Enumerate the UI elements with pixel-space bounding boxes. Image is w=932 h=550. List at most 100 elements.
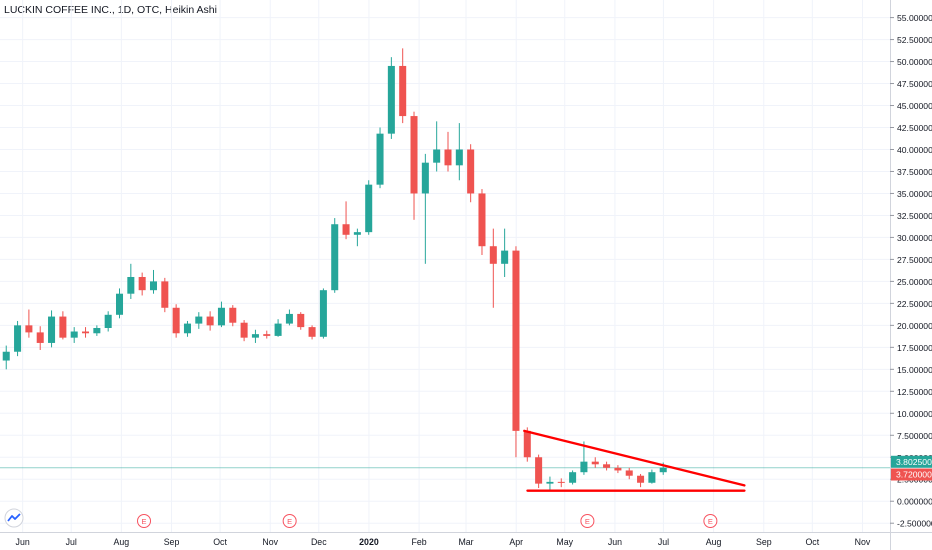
x-tick-label: Oct bbox=[213, 537, 227, 547]
earnings-marker-icon[interactable] bbox=[703, 514, 718, 528]
candle-body bbox=[70, 331, 78, 338]
candles-layer bbox=[2, 48, 667, 490]
candle-body bbox=[138, 276, 146, 291]
x-tick-label: Sep bbox=[164, 537, 180, 547]
x-tick-label: Jul bbox=[658, 537, 669, 547]
candle-body bbox=[523, 430, 531, 458]
y-tick-label: 55.000000 bbox=[897, 13, 932, 23]
x-tick-label: Jun bbox=[16, 537, 30, 547]
y-tick-label: 42.500000 bbox=[897, 123, 932, 133]
candle-body bbox=[115, 293, 124, 315]
candle-body bbox=[478, 193, 486, 247]
candle-body bbox=[557, 481, 565, 483]
earnings-marker-label: E bbox=[585, 517, 590, 526]
trendline[interactable] bbox=[523, 429, 746, 487]
candle-body bbox=[512, 250, 520, 431]
candle-body bbox=[93, 327, 101, 334]
candle-body bbox=[59, 316, 67, 338]
x-tick-label: Apr bbox=[509, 537, 523, 547]
chart-title: LUCKIN COFFEE INC., 1D, OTC, Heikin Ashi bbox=[4, 4, 217, 16]
candle-body bbox=[376, 133, 384, 185]
candle-body bbox=[36, 332, 44, 343]
grid-layer bbox=[0, 0, 890, 532]
candle-body bbox=[410, 116, 418, 194]
x-tick-label: Nov bbox=[262, 537, 278, 547]
candle-body bbox=[331, 224, 339, 291]
candle-body bbox=[535, 457, 543, 484]
earnings-marker-label: E bbox=[708, 517, 713, 526]
x-tick-label: Nov bbox=[855, 537, 871, 547]
x-tick-label: 2020 bbox=[359, 537, 379, 547]
candle-body bbox=[580, 461, 588, 473]
x-tick-label: Oct bbox=[805, 537, 819, 547]
y-tick-label: 32.500000 bbox=[897, 211, 932, 221]
candle-body bbox=[274, 323, 282, 336]
candle-body bbox=[161, 281, 169, 308]
y-tick-label: 10.000000 bbox=[897, 409, 932, 419]
y-tick-label: -2.500000 bbox=[897, 519, 932, 529]
candle-body bbox=[240, 322, 248, 338]
candle-body bbox=[319, 290, 327, 337]
candle-body bbox=[603, 464, 611, 468]
candle-body bbox=[648, 472, 656, 483]
candle-body bbox=[467, 149, 475, 194]
candle-body bbox=[183, 323, 191, 334]
earnings-marker-icon[interactable] bbox=[137, 514, 152, 528]
candle-body bbox=[489, 246, 497, 264]
y-tick-label: 47.500000 bbox=[897, 79, 932, 89]
time-axis[interactable]: Jun Jul Aug Sep Oct Nov Dec 2020 Feb Mar Apr May Jun… bbox=[16, 537, 871, 547]
y-tick-label: 22.500000 bbox=[897, 299, 932, 309]
y-tick-label: 40.000000 bbox=[897, 145, 932, 155]
price-axis[interactable]: 55.000000 52.500000 50.000000 47.500000 45.0… bbox=[890, 13, 932, 529]
candle-body bbox=[433, 149, 441, 163]
candle-body bbox=[387, 65, 395, 134]
candle-body bbox=[614, 467, 622, 471]
y-tick-label: 7.500000 bbox=[897, 431, 932, 441]
x-tick-label: Dec bbox=[311, 537, 327, 547]
candle-body bbox=[127, 276, 135, 294]
candle-body bbox=[637, 475, 645, 483]
y-tick-label: 15.000000 bbox=[897, 365, 932, 375]
x-tick-label: Sep bbox=[756, 537, 772, 547]
price-labels: 3.802500 3.720000 bbox=[891, 455, 932, 481]
tradingview-logo-icon[interactable] bbox=[4, 508, 24, 528]
earnings-marker-label: E bbox=[142, 517, 147, 526]
x-tick-label: Jul bbox=[66, 537, 77, 547]
x-tick-label: Mar bbox=[458, 537, 473, 547]
candle-body bbox=[421, 162, 429, 194]
y-tick-label: 50.000000 bbox=[897, 57, 932, 67]
candle-body bbox=[172, 307, 180, 334]
y-tick-label: 27.500000 bbox=[897, 255, 932, 265]
earnings-marker-icon[interactable] bbox=[580, 514, 595, 528]
candle-body bbox=[82, 331, 90, 334]
candle-body bbox=[217, 307, 225, 326]
earnings-marker-icon[interactable] bbox=[282, 514, 297, 528]
candle-body bbox=[659, 467, 667, 473]
x-tick-label: Jun bbox=[608, 537, 622, 547]
candle-body bbox=[569, 472, 577, 483]
candle-body bbox=[25, 325, 33, 333]
candle-body bbox=[353, 232, 361, 235]
candle-body bbox=[149, 281, 158, 291]
y-tick-label: 12.500000 bbox=[897, 387, 932, 397]
candle-body bbox=[444, 149, 452, 166]
price-label-text: 3.802500 bbox=[896, 457, 932, 467]
price-label-box bbox=[891, 468, 932, 481]
candle-body bbox=[48, 316, 56, 343]
price-label-box bbox=[891, 455, 932, 468]
y-tick-label: 0.000000 bbox=[897, 497, 932, 507]
x-tick-label: Feb bbox=[412, 537, 427, 547]
candle-body bbox=[399, 65, 407, 117]
y-tick-label: 25.000000 bbox=[897, 277, 932, 287]
candle-body bbox=[546, 481, 554, 484]
x-tick-label: Aug bbox=[114, 537, 130, 547]
candle-body bbox=[206, 316, 214, 326]
candle-body bbox=[297, 313, 305, 328]
price-label-text: 3.720000 bbox=[896, 470, 932, 480]
trendlines-layer[interactable] bbox=[523, 429, 746, 492]
candle-body bbox=[365, 184, 373, 233]
candle-body bbox=[625, 470, 633, 476]
candle-body bbox=[501, 250, 509, 264]
